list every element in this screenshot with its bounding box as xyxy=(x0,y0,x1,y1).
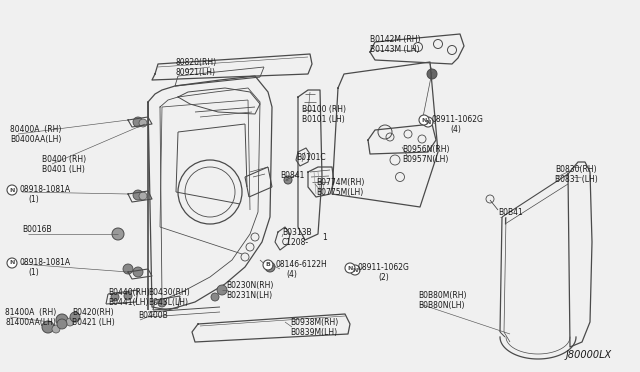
Text: B0400 (RH): B0400 (RH) xyxy=(42,155,86,164)
Circle shape xyxy=(284,176,292,184)
Text: B0421 (LH): B0421 (LH) xyxy=(72,318,115,327)
Text: 08918-1081A: 08918-1081A xyxy=(20,258,71,267)
Text: B0420(RH): B0420(RH) xyxy=(72,308,114,317)
Text: B0313B: B0313B xyxy=(282,228,312,237)
Text: (4): (4) xyxy=(286,270,297,279)
Text: B0938M(RH): B0938M(RH) xyxy=(290,318,339,327)
Text: B0956N(RH): B0956N(RH) xyxy=(402,145,449,154)
Circle shape xyxy=(56,314,68,326)
Circle shape xyxy=(139,192,147,200)
Text: 80820(RH): 80820(RH) xyxy=(175,58,216,67)
Text: B0957N(LH): B0957N(LH) xyxy=(402,155,449,164)
Text: B0231N(LH): B0231N(LH) xyxy=(226,291,272,300)
Text: N: N xyxy=(421,118,427,122)
Circle shape xyxy=(423,117,433,127)
Text: B0831 (LH): B0831 (LH) xyxy=(555,175,598,184)
Text: B0774M(RH): B0774M(RH) xyxy=(316,178,364,187)
Circle shape xyxy=(7,185,17,195)
Text: B0B80N(LH): B0B80N(LH) xyxy=(418,301,465,310)
Circle shape xyxy=(124,292,132,300)
Text: B0401 (LH): B0401 (LH) xyxy=(42,165,85,174)
Text: 08146-6122H: 08146-6122H xyxy=(276,260,328,269)
Text: (4): (4) xyxy=(450,125,461,134)
Text: B0775M(LH): B0775M(LH) xyxy=(316,188,364,197)
Text: B0100 (RH): B0100 (RH) xyxy=(302,105,346,114)
Text: N: N xyxy=(426,119,431,125)
Text: B0B41: B0B41 xyxy=(498,208,523,217)
Text: N: N xyxy=(352,267,358,273)
Text: 1: 1 xyxy=(322,233,327,242)
Text: N: N xyxy=(10,187,15,192)
Text: B043L(LH): B043L(LH) xyxy=(148,298,188,307)
Text: B0101C: B0101C xyxy=(296,153,326,162)
Text: B0101 (LH): B0101 (LH) xyxy=(302,115,345,124)
Circle shape xyxy=(123,264,133,274)
Text: (1): (1) xyxy=(28,195,39,204)
Text: (1): (1) xyxy=(28,268,39,277)
Text: 08911-1062G: 08911-1062G xyxy=(432,115,484,124)
Text: B0441(LH): B0441(LH) xyxy=(108,298,148,307)
Text: C1208-: C1208- xyxy=(282,238,309,247)
Circle shape xyxy=(263,260,273,270)
Text: B0143M (LH): B0143M (LH) xyxy=(370,45,419,54)
Circle shape xyxy=(42,321,54,333)
Circle shape xyxy=(217,285,227,295)
Circle shape xyxy=(265,262,275,272)
Text: N: N xyxy=(10,260,15,266)
Circle shape xyxy=(133,190,143,200)
Circle shape xyxy=(211,293,219,301)
Text: B: B xyxy=(266,263,271,267)
Circle shape xyxy=(111,293,119,301)
Text: B0142M (RH): B0142M (RH) xyxy=(370,35,420,44)
Circle shape xyxy=(57,319,67,329)
Circle shape xyxy=(345,263,355,273)
Text: 81400A  (RH): 81400A (RH) xyxy=(5,308,56,317)
Circle shape xyxy=(66,318,74,326)
Circle shape xyxy=(70,312,80,322)
Text: B0B80M(RH): B0B80M(RH) xyxy=(418,291,467,300)
Circle shape xyxy=(133,117,143,127)
Text: (2): (2) xyxy=(378,273,388,282)
Text: 08918-1081A: 08918-1081A xyxy=(20,185,71,194)
Text: N: N xyxy=(348,266,353,270)
Text: B0841: B0841 xyxy=(280,171,305,180)
Circle shape xyxy=(52,325,60,333)
Text: 08911-1062G: 08911-1062G xyxy=(358,263,410,272)
Text: B0839M(LH): B0839M(LH) xyxy=(290,328,337,337)
Text: B0440(RH): B0440(RH) xyxy=(108,288,150,297)
Circle shape xyxy=(158,299,166,307)
Circle shape xyxy=(139,119,147,127)
Text: 80921(LH): 80921(LH) xyxy=(175,68,215,77)
Text: B0016B: B0016B xyxy=(22,225,52,234)
Circle shape xyxy=(133,267,143,277)
Text: B0230N(RH): B0230N(RH) xyxy=(226,281,273,290)
Text: B0430(RH): B0430(RH) xyxy=(148,288,189,297)
Circle shape xyxy=(350,265,360,275)
Circle shape xyxy=(427,69,437,79)
Text: J80000LX: J80000LX xyxy=(566,350,612,360)
Circle shape xyxy=(419,115,429,125)
Text: 80400A  (RH): 80400A (RH) xyxy=(10,125,61,134)
Text: B0830(RH): B0830(RH) xyxy=(555,165,596,174)
Circle shape xyxy=(7,258,17,268)
Text: 81400AA(LH): 81400AA(LH) xyxy=(5,318,56,327)
Circle shape xyxy=(112,228,124,240)
Text: B0400AA(LH): B0400AA(LH) xyxy=(10,135,61,144)
Text: B0400B: B0400B xyxy=(138,311,168,320)
